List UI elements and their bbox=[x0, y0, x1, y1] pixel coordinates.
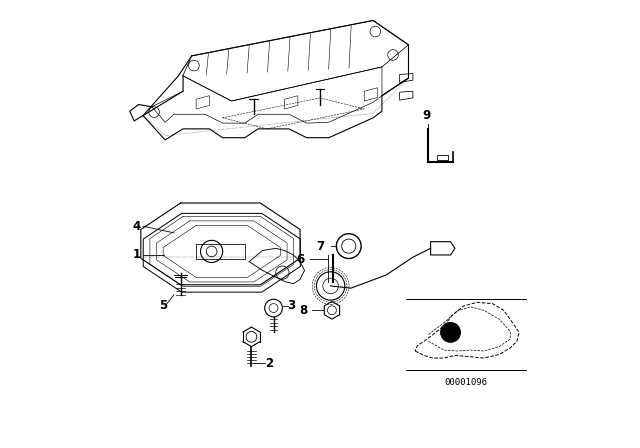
Text: 00001096: 00001096 bbox=[445, 378, 488, 387]
Text: 5: 5 bbox=[159, 299, 167, 312]
Text: 3: 3 bbox=[287, 299, 295, 312]
Text: 8: 8 bbox=[299, 304, 307, 317]
Text: 1: 1 bbox=[132, 249, 140, 262]
Text: 4: 4 bbox=[132, 220, 141, 233]
Circle shape bbox=[441, 323, 460, 342]
Text: 2: 2 bbox=[265, 357, 273, 370]
Text: 6: 6 bbox=[296, 253, 304, 266]
Text: 7: 7 bbox=[316, 240, 324, 253]
Text: 9: 9 bbox=[422, 109, 430, 122]
